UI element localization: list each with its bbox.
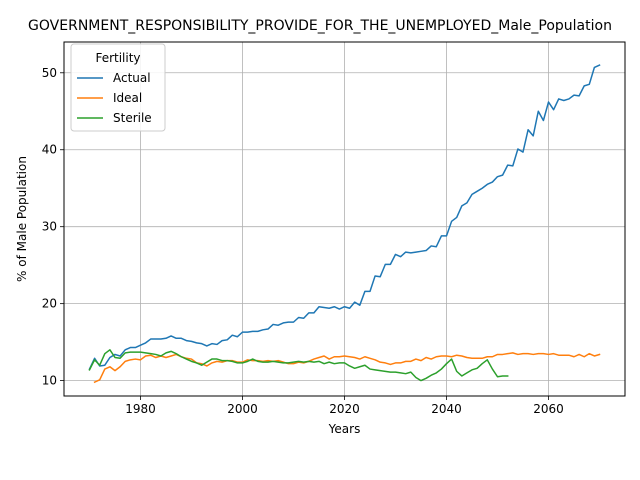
legend-label-ideal: Ideal [113, 91, 142, 105]
y-tick-label: 30 [42, 220, 57, 234]
legend: Fertility Actual Ideal Sterile [70, 43, 166, 132]
x-axis-label: Years [328, 422, 361, 436]
y-axis-label: % of Male Population [15, 156, 29, 282]
y-tick-label: 50 [42, 66, 57, 80]
x-tick-label: 2000 [227, 402, 258, 416]
legend-label-actual: Actual [113, 71, 151, 85]
x-tick-label: 2040 [431, 402, 462, 416]
x-tick-label: 2020 [329, 402, 360, 416]
x-tick-label: 1980 [125, 402, 156, 416]
x-axis: 1980 2000 2020 2040 2060 [125, 396, 564, 416]
legend-box [70, 43, 166, 132]
legend-label-sterile: Sterile [113, 111, 152, 125]
series-lines [88, 64, 601, 384]
y-tick-label: 20 [42, 297, 57, 311]
y-axis: 10 20 30 40 50 [42, 66, 64, 388]
series-line-sterile [88, 349, 509, 382]
grid-lines [64, 42, 625, 396]
x-tick-label: 2060 [533, 402, 564, 416]
y-tick-label: 10 [42, 374, 57, 388]
legend-title: Fertility [95, 51, 140, 65]
y-tick-label: 40 [42, 143, 57, 157]
series-line-actual [88, 64, 601, 371]
chart-title: GOVERNMENT_RESPONSIBILITY_PROVIDE_FOR_TH… [28, 18, 612, 34]
